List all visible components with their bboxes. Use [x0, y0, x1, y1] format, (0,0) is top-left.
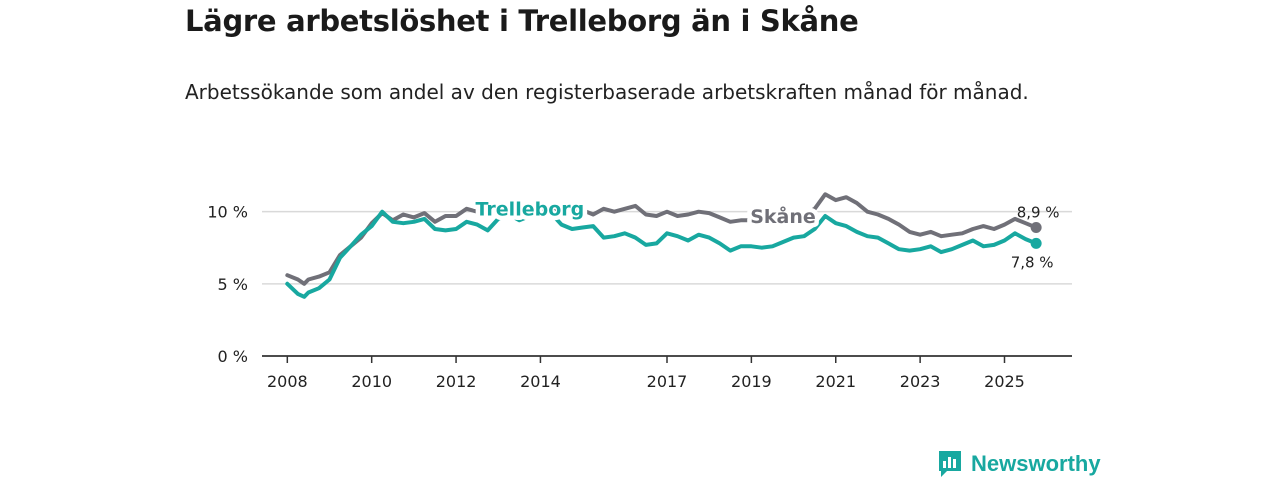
y-tick-label: 10 % — [207, 203, 248, 222]
x-tick-label: 2023 — [900, 372, 941, 391]
x-tick-label: 2010 — [351, 372, 392, 391]
newsworthy-logo-icon — [939, 451, 961, 477]
newsworthy-logo-text: Newsworthy — [971, 451, 1101, 476]
y-tick-label: 5 % — [218, 275, 248, 294]
series-line-sk-ne — [285, 192, 1039, 286]
x-tick-label: 2025 — [984, 372, 1025, 391]
end-point-trelleborg — [1030, 237, 1042, 249]
chart-title: Lägre arbetslöshet i Trelleborg än i Skå… — [185, 4, 859, 38]
x-tick-label: 2012 — [436, 372, 477, 391]
series-label-sk-ne: Skåne — [750, 204, 816, 228]
x-tick-label: 2008 — [267, 372, 308, 391]
newsworthy-logo: Newsworthy — [937, 449, 1101, 479]
chart-subtitle: Arbetssökande som andel av den registerb… — [185, 80, 1029, 104]
end-value-label-skane: 8,9 % — [1017, 204, 1060, 222]
x-tick-label: 2014 — [520, 372, 561, 391]
end-value-label-trelleborg: 7,8 % — [1011, 253, 1054, 271]
series-line-trelleborg — [285, 209, 1039, 299]
end-point-sk-ne — [1030, 222, 1042, 234]
x-tick-label: 2017 — [647, 372, 688, 391]
x-tick-label: 2019 — [731, 372, 772, 391]
x-tick-label: 2021 — [815, 372, 856, 391]
series-label-trelleborg: Trelleborg — [476, 198, 585, 220]
y-tick-label: 0 % — [218, 347, 248, 366]
